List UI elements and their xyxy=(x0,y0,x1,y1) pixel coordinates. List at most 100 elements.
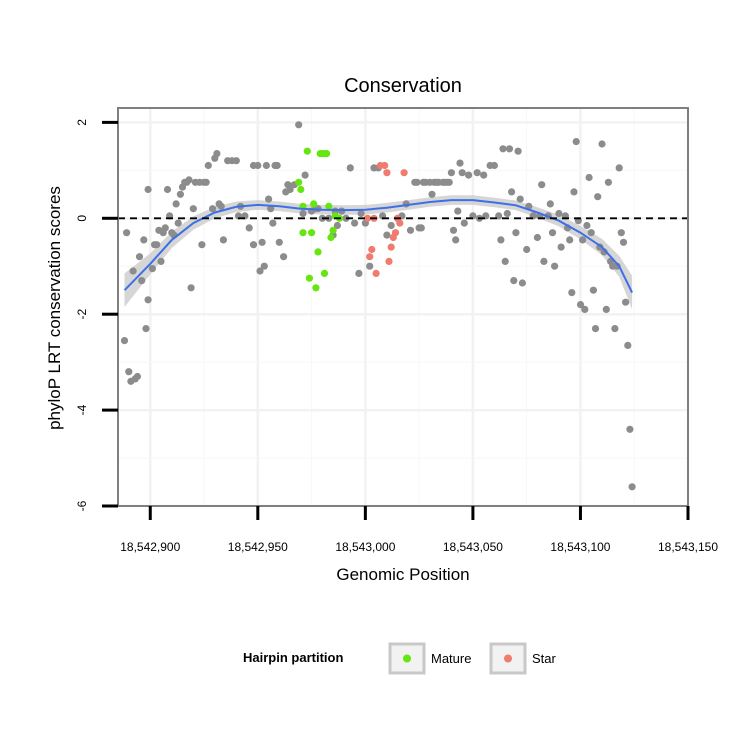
point-other-63 xyxy=(273,161,281,170)
point-other-61 xyxy=(269,219,277,227)
point-star-14 xyxy=(400,169,408,177)
point-other-7 xyxy=(135,253,144,261)
point-other-0 xyxy=(120,337,129,345)
point-star-9 xyxy=(387,243,395,251)
point-other-119 xyxy=(460,219,468,227)
point-other-129 xyxy=(497,236,505,244)
point-other-101 xyxy=(417,224,425,232)
point-other-17 xyxy=(157,257,165,265)
point-other-136 xyxy=(512,229,520,237)
plot-border xyxy=(117,107,689,507)
point-other-179 xyxy=(617,229,625,237)
point-other-118 xyxy=(458,169,466,177)
point-other-163 xyxy=(583,221,591,230)
point-other-116 xyxy=(454,207,462,215)
point-other-137 xyxy=(514,147,522,155)
point-other-43 xyxy=(217,202,225,210)
point-other-30 xyxy=(185,176,193,184)
point-other-41 xyxy=(213,150,221,158)
plot-area xyxy=(118,108,688,506)
point-other-55 xyxy=(256,267,264,275)
point-other-180 xyxy=(619,238,628,246)
point-other-131 xyxy=(501,257,509,265)
point-other-165 xyxy=(587,229,595,237)
point-other-58 xyxy=(262,161,270,170)
point-other-59 xyxy=(265,195,273,203)
point-star-8 xyxy=(385,257,393,265)
legend-label-mature: Mature xyxy=(431,651,471,666)
point-other-13 xyxy=(148,265,156,273)
point-mature-1 xyxy=(297,185,305,194)
point-other-19 xyxy=(161,224,169,232)
point-other-10 xyxy=(142,325,150,333)
point-other-149 xyxy=(548,229,557,237)
point-other-115 xyxy=(452,236,460,244)
point-star-11 xyxy=(391,229,400,237)
y-axis-ticks: -6 -4 -2 0 2 xyxy=(75,119,118,511)
point-other-47 xyxy=(232,157,240,165)
point-other-72 xyxy=(301,171,309,179)
point-other-152 xyxy=(557,243,565,251)
point-other-64 xyxy=(275,238,283,246)
point-other-68 xyxy=(286,185,294,194)
point-other-114 xyxy=(449,226,458,234)
point-star-1 xyxy=(366,253,374,261)
point-star-6 xyxy=(381,161,389,170)
point-other-11 xyxy=(144,185,152,194)
point-other-9 xyxy=(140,236,148,244)
point-other-150 xyxy=(551,262,559,270)
point-mature-14 xyxy=(323,150,331,158)
x-tick-label-0: 18,542,900 xyxy=(120,540,180,554)
point-other-1 xyxy=(123,229,131,237)
point-other-158 xyxy=(572,138,580,146)
point-mature-17 xyxy=(329,226,337,234)
point-other-8 xyxy=(138,277,146,285)
point-other-162 xyxy=(581,305,589,313)
point-other-54 xyxy=(254,161,262,170)
point-mature-9 xyxy=(314,248,322,256)
point-other-35 xyxy=(198,241,206,249)
point-other-183 xyxy=(626,425,634,433)
point-mature-3 xyxy=(299,229,307,237)
plot-frame xyxy=(117,107,689,507)
point-other-71 xyxy=(299,209,307,218)
point-other-92 xyxy=(383,231,391,239)
point-other-80 xyxy=(333,221,341,230)
point-star-2 xyxy=(368,245,376,254)
legend-swatch-mature xyxy=(403,654,411,663)
point-other-12 xyxy=(144,296,152,304)
point-other-99 xyxy=(413,178,421,186)
point-other-160 xyxy=(576,301,585,309)
point-other-25 xyxy=(174,219,182,227)
point-other-184 xyxy=(628,483,636,491)
legend-title: Hairpin partition xyxy=(243,650,343,665)
point-other-81 xyxy=(338,207,346,215)
y-tick-label-3: 0 xyxy=(75,215,89,222)
point-other-151 xyxy=(555,209,563,218)
plot-background xyxy=(118,108,688,506)
point-other-86 xyxy=(357,209,365,218)
point-other-4 xyxy=(129,267,137,275)
point-mature-16 xyxy=(327,233,335,242)
point-other-51 xyxy=(245,224,253,232)
point-other-44 xyxy=(219,236,227,244)
point-other-170 xyxy=(598,140,606,148)
point-other-167 xyxy=(591,325,600,333)
point-other-127 xyxy=(490,161,498,170)
point-other-84 xyxy=(351,219,359,227)
point-other-97 xyxy=(406,226,415,234)
point-star-4 xyxy=(372,269,380,277)
smooth-line xyxy=(123,199,633,294)
point-other-138 xyxy=(516,195,524,203)
point-other-85 xyxy=(355,269,363,277)
point-mature-8 xyxy=(312,284,320,292)
x-axis-label: Genomic Position xyxy=(336,565,469,584)
x-tick-label-4: 18,543,100 xyxy=(550,540,610,554)
point-mature-7 xyxy=(310,200,318,208)
point-mature-12 xyxy=(320,269,329,277)
y-tick-label-0: -6 xyxy=(75,500,89,511)
point-other-88 xyxy=(366,262,374,270)
point-mature-6 xyxy=(308,229,316,237)
x-tick-label-5: 18,543,150 xyxy=(658,540,718,554)
point-other-161 xyxy=(579,236,587,244)
